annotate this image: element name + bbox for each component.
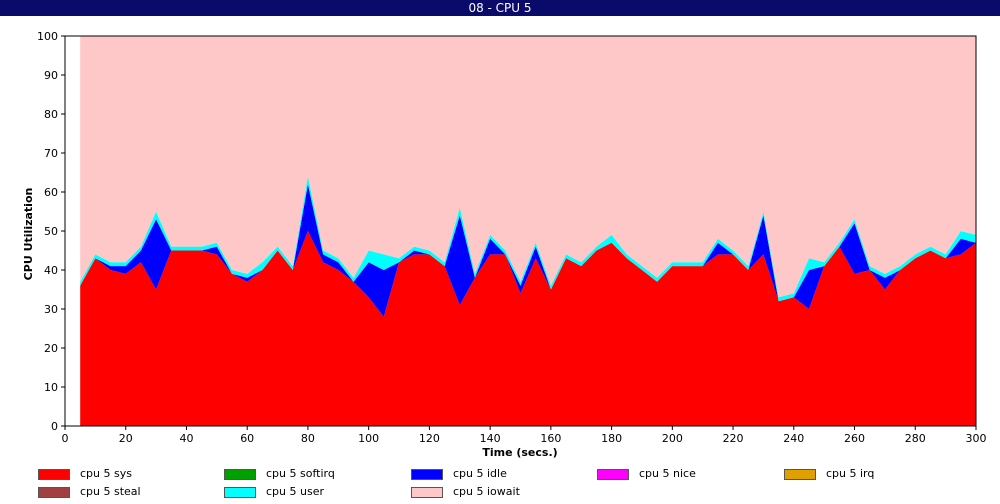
legend-swatch — [784, 468, 816, 480]
x-tick-label: 260 — [844, 432, 865, 445]
chart-title: 08 - CPU 5 — [0, 0, 1000, 16]
legend-label: cpu 5 steal — [80, 485, 141, 498]
y-tick-label: 40 — [44, 264, 58, 277]
y-tick-label: 20 — [44, 342, 58, 355]
y-tick-label: 50 — [44, 225, 58, 238]
x-tick-label: 280 — [905, 432, 926, 445]
x-tick-label: 60 — [240, 432, 254, 445]
legend-swatch — [411, 468, 443, 480]
legend-item-nice: cpu 5 nice — [597, 468, 696, 482]
x-tick-label: 220 — [723, 432, 744, 445]
x-tick-label: 160 — [540, 432, 561, 445]
x-tick-label: 20 — [119, 432, 133, 445]
series-area-cpu-5-idle — [80, 184, 976, 317]
legend-item-user: cpu 5 user — [224, 486, 324, 500]
legend-swatch — [224, 468, 256, 480]
chart-legend: cpu 5 sys cpu 5 softirq cpu 5 idle cpu 5… — [0, 464, 1000, 504]
legend-label: cpu 5 nice — [639, 467, 696, 480]
legend-item-idle: cpu 5 idle — [411, 468, 507, 482]
legend-item-steal: cpu 5 steal — [38, 486, 141, 500]
x-tick-label: 200 — [662, 432, 683, 445]
legend-swatch — [224, 486, 256, 498]
x-tick-label: 120 — [419, 432, 440, 445]
cpu-utilization-chart: 0 10 20 30 40 50 60 70 80 90 100 0 20 40 60 80 100 120 140… — [22, 30, 987, 459]
x-tick-label: 80 — [301, 432, 315, 445]
x-tick-label: 40 — [179, 432, 193, 445]
y-tick-label: 10 — [44, 381, 58, 394]
legend-label: cpu 5 iowait — [453, 485, 520, 498]
y-tick-label: 90 — [44, 69, 58, 82]
legend-label: cpu 5 sys — [80, 467, 132, 480]
y-tick-label: 60 — [44, 186, 58, 199]
legend-swatch — [38, 468, 70, 480]
x-tick-label: 100 — [358, 432, 379, 445]
x-tick-label: 180 — [601, 432, 622, 445]
legend-label: cpu 5 irq — [826, 467, 875, 480]
x-tick-label: 0 — [62, 432, 69, 445]
y-axis-title: CPU Utilization — [22, 188, 35, 281]
y-tick-label: 70 — [44, 147, 58, 160]
x-tick-label: 300 — [966, 432, 987, 445]
x-axis-title: Time (secs.) — [482, 446, 557, 459]
x-tick-label: 140 — [480, 432, 501, 445]
legend-swatch — [38, 486, 70, 498]
legend-item-irq: cpu 5 irq — [784, 468, 874, 482]
legend-item-softirq: cpu 5 softirq — [224, 468, 335, 482]
y-tick-label: 80 — [44, 108, 58, 121]
legend-label: cpu 5 user — [266, 485, 324, 498]
legend-swatch — [411, 486, 443, 498]
legend-swatch — [597, 468, 629, 480]
legend-label: cpu 5 idle — [453, 467, 507, 480]
legend-item-iowait: cpu 5 iowait — [411, 486, 520, 500]
series-area-cpu-5-sys — [80, 231, 976, 426]
legend-item-sys: cpu 5 sys — [38, 468, 132, 482]
legend-label: cpu 5 softirq — [266, 467, 335, 480]
y-tick-label: 0 — [51, 420, 58, 433]
series-area-cpu-5-iowait — [80, 36, 976, 298]
y-tick-label: 30 — [44, 303, 58, 316]
x-tick-label: 240 — [783, 432, 804, 445]
y-tick-label: 100 — [37, 30, 58, 43]
